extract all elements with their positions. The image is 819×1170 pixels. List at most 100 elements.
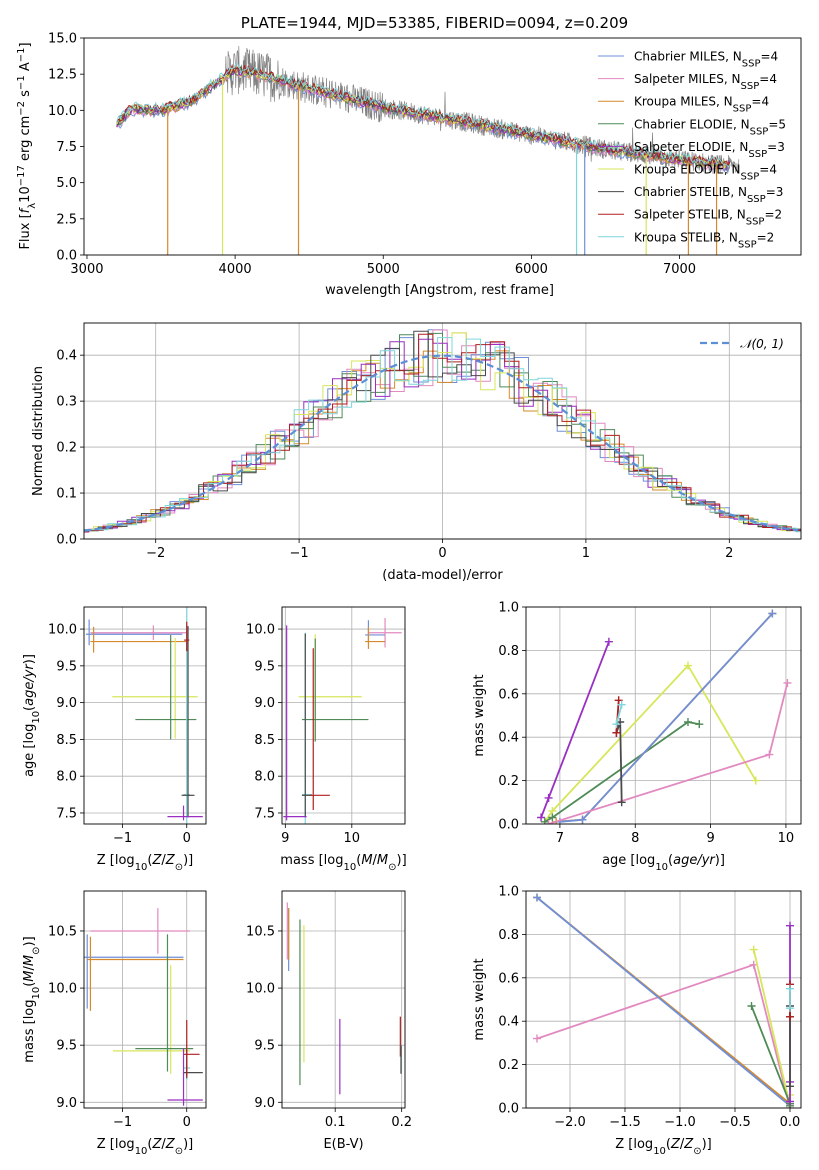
data-point [765,750,774,759]
y-tick-label: 1.0 [498,885,519,900]
y-tick-label: 0.2 [498,1058,519,1073]
y-tick-label: 7.5 [56,140,77,155]
y-tick-label: 0.4 [498,731,519,746]
x-tick-label: 9 [281,831,289,846]
x-tick-label: −1 [113,1115,132,1130]
series-chabrier-miles [555,609,777,824]
axes-frame [83,322,802,540]
x-tick-label: 7000 [663,262,696,277]
axes-frame [525,606,802,825]
errorbar-kroupa-elodie [112,637,198,739]
y-tick-label: 12.5 [48,68,77,83]
data-point [786,921,794,930]
x-axis-label: Z [log10(Z/Z⊙)] [97,853,194,873]
x-tick-label: 3000 [70,262,103,277]
x-tick-label: −0.5 [719,1115,751,1130]
y-tick-label: 0.1 [56,487,77,502]
y-tick-label: 9.0 [254,696,275,711]
data-point [544,820,553,824]
plot-area-weight_vs_age [537,609,792,824]
data-point [612,720,621,729]
y-tick-label: 9.5 [254,1039,275,1054]
legend-label: Salpeter MILES, NSSP=4 [634,72,777,92]
x-tick-label: 0.0 [780,1115,801,1130]
normal-curve [84,354,799,532]
x-tick-label: 6000 [515,262,548,277]
errorbar-chabrier-elodie [301,638,369,742]
series-chabrier-miles [533,893,794,1108]
y-axis-label: mass weight [472,958,487,1040]
series-line [540,641,610,818]
data-point [533,1034,541,1043]
y-tick-label: 7.5 [56,806,77,821]
y-tick-label: 0.2 [56,441,77,456]
legend-label: Chabrier STELIB, NSSP=3 [634,185,783,205]
y-tick-label: 9.5 [254,659,275,674]
y-tick-label: 0.4 [56,349,77,364]
errorbar-salpeter-miles [368,618,402,648]
axes-frame [525,890,802,1109]
legend-label: Chabrier ELODIE, NSSP=5 [634,117,786,137]
data-point [548,813,557,822]
histogram-salpeter-stelib [84,333,801,533]
errorbar-salpeter-miles [90,908,190,954]
errorbar-kroupa-miles [365,626,386,649]
series-kroupa-elodie [540,661,760,824]
y-tick-label: 15.0 [48,32,77,47]
x-tick-label: 0 [183,1115,191,1130]
panel-weight_vs_age: 7 8 9 10 0.0 0.2 0.4 0.6 0.8 1.0 age [log10(age/yr… [472,601,802,873]
panel-age_vs_Z: −1 0 7.5 8.0 8.5 9.0 9.5 10.0 Z [log10(Z/Z⊙)] age… [22,606,207,873]
y-tick-label: 10.0 [48,104,77,119]
legend-label: 𝒩(0, 1) [740,337,784,351]
data-point [786,1004,794,1013]
x-tick-label: 0.2 [391,1115,412,1130]
x-tick-label: −1.5 [609,1115,641,1130]
plot-area-age_vs_mass [283,618,402,824]
x-tick-label: 0.1 [325,1115,346,1130]
y-tick-label: 0.3 [56,395,77,410]
axes-frame [83,37,802,256]
legend-label: Salpeter ELODIE, NSSP=3 [634,140,785,160]
y-tick-label: 10.0 [48,623,77,638]
legend-label: Kroupa MILES, NSSP=4 [634,95,769,115]
x-tick-label: −2 [146,546,165,561]
data-point [749,945,758,954]
data-point [578,815,587,824]
data-point [786,984,794,993]
y-tick-label: 9.0 [56,696,77,711]
series-kroupa-elodie [749,945,794,1108]
legend-label: Chabrier MILES, NSSP=4 [634,50,778,70]
data-point [537,813,546,822]
y-tick-label: 0.0 [498,818,519,833]
errorbar-kroupa-miles [90,626,187,653]
errorbar-kroupa-elodie [112,965,190,1074]
x-tick-label: 10 [344,831,361,846]
data-point [695,720,704,729]
y-axis-label: Flux [fλ10−17 erg cm−2 s−1 A−1] [16,42,38,249]
errorbar-salpeter-elodie [167,805,203,821]
errorbar-chabrier-stelib [181,626,195,818]
panel-mass_vs_EBV: 0.1 0.2 9.0 9.5 10.0 10.5 [246,890,412,1130]
y-tick-label: 1.0 [498,601,519,616]
panel-residuals: −2 −1 0 1 2 0.0 0.1 0.2 0.3 0.4 (data-model)/error… [31,322,802,583]
series-chabrier-stelib [612,718,626,807]
errorbar-salpeter-stelib [183,1020,200,1078]
series-model-kroupa-stelib [116,62,731,168]
y-tick-label: 0.8 [498,928,519,943]
errorbar-kroupa-miles [87,936,184,1011]
data-point [617,700,626,709]
data-point [786,1097,794,1106]
y-tick-label: 0.6 [498,971,519,986]
chart-title: PLATE=1944, MJD=53385, FIBERID=0094, z=0… [241,14,628,32]
data-point [540,817,549,824]
errorbar-chabrier-miles [85,619,183,646]
series-kroupa-stelib [786,984,794,1013]
legend-label: Kroupa STELIB, NSSP=2 [634,230,774,250]
x-tick-label: 1 [582,546,590,561]
series-salpeter-miles [544,678,792,824]
y-tick-label: 0.6 [498,687,519,702]
y-tick-label: 10.5 [48,924,77,939]
x-tick-label: 2 [725,546,733,561]
x-tick-label: −1.0 [664,1115,696,1130]
y-tick-label: 0.0 [56,533,77,548]
